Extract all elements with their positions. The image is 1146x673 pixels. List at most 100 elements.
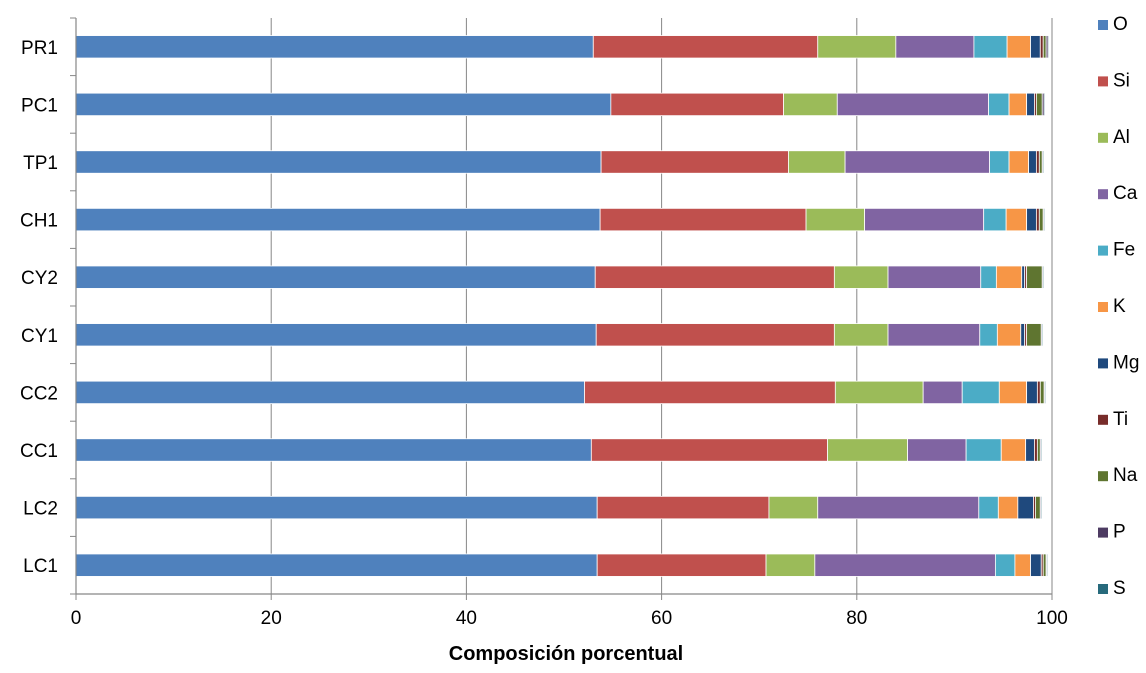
bar-LC2-Mg (1017, 495, 1034, 520)
bar-CY1-Ca (887, 323, 981, 347)
bar-LC1-Ca (814, 553, 996, 577)
bar-CH1-Mg (1026, 207, 1037, 232)
x-axis-title: Composición porcentual (449, 643, 683, 665)
legend-item-Ca: Ca (1098, 183, 1138, 204)
x-tick-labels: 0 20 40 60 80 100 (71, 608, 1068, 629)
legend-label: Fe (1113, 240, 1135, 261)
bars (75, 35, 1050, 577)
x-tick-label: 100 (1036, 608, 1068, 629)
x-tick-label: 40 (456, 608, 477, 629)
bar-CY2-Fe (980, 265, 997, 289)
bar-CY1-S (1041, 323, 1044, 347)
bar-PC1-K (1008, 92, 1028, 117)
bar-PR1-Mg (1030, 35, 1041, 59)
bar-CC2-S (1044, 380, 1047, 405)
bar-CC2-Mg (1026, 380, 1038, 405)
bar-CY1-Fe (979, 323, 998, 347)
y-tick-label: LC2 (23, 499, 58, 520)
legend-swatch (1098, 414, 1108, 425)
bar-PC1-Mg (1026, 92, 1035, 117)
bar-CC2-Fe (961, 380, 1000, 405)
bar-PR1-Al (817, 35, 897, 59)
legend-item-O: O (1098, 14, 1128, 35)
legend-swatch (1098, 471, 1108, 482)
y-tick-label: TP1 (23, 153, 58, 174)
bar-CY1-K (996, 323, 1022, 347)
bar-LC2-Ca (817, 495, 980, 520)
bar-LC1-Si (596, 553, 767, 577)
bar-CC1-Ca (907, 438, 967, 462)
bar-TP1-Mg (1028, 150, 1037, 174)
axes (70, 17, 1053, 600)
bar-CY1-Al (833, 323, 889, 347)
bar-PR1-K (1006, 35, 1031, 59)
bar-CC1-Mg (1025, 438, 1035, 462)
legend-swatch (1098, 358, 1108, 369)
x-tick-label: 0 (71, 608, 82, 629)
bar-PR1-Na (1042, 35, 1047, 59)
legend-label: Mg (1113, 352, 1139, 373)
bar-LC1-S (1046, 553, 1049, 577)
bar-CY2-Si (594, 265, 835, 289)
bar-CY2-Mg (1021, 265, 1026, 289)
bar-CH1-Fe (983, 207, 1007, 232)
legend-label: Al (1113, 127, 1130, 148)
bar-LC2-Fe (978, 495, 999, 520)
legend-swatch (1098, 245, 1108, 256)
bar-CC2-Si (584, 380, 836, 405)
bar-LC1-Na (1042, 553, 1047, 577)
legend-label: K (1113, 296, 1126, 317)
bar-CC1-Ti (1034, 438, 1038, 462)
bar-LC2-Na (1035, 495, 1041, 520)
bar-CC2-Ca (922, 380, 963, 405)
bar-CC2-K (998, 380, 1028, 405)
bar-LC2-S (1040, 495, 1043, 520)
legend-item-Fe: Fe (1098, 240, 1135, 261)
y-tick-label: CH1 (20, 211, 58, 232)
bar-CC2-Na (1039, 380, 1045, 405)
legend-label: S (1113, 578, 1126, 599)
bar-CY2-Ca (887, 265, 982, 289)
bar-CC1-Na (1036, 438, 1041, 462)
y-tick-label: PC1 (21, 95, 58, 116)
bar-LC1-Fe (994, 553, 1016, 577)
bar-PR1-Ti (1039, 35, 1044, 59)
bar-PR1-Si (592, 35, 819, 59)
bar-PC1-Al (783, 92, 838, 117)
bar-TP1-S (1042, 150, 1045, 174)
legend-label: Ca (1113, 183, 1138, 204)
bar-LC2-Si (596, 495, 770, 520)
bar-PC1-S (1043, 92, 1046, 117)
legend-item-Al: Al (1098, 127, 1130, 148)
legend-item-K: K (1098, 296, 1126, 317)
bar-CC2-Al (834, 380, 924, 405)
y-tick-labels: PR1 PC1 TP1 CH1 CY2 CY1 CC2 CC1 LC2 LC1 (20, 38, 58, 577)
legend-label: O (1113, 14, 1128, 35)
bar-PR1-O (75, 35, 594, 59)
bar-CY1-Mg (1020, 323, 1026, 347)
bar-TP1-Fe (989, 150, 1010, 174)
bar-PR1-Ca (895, 35, 975, 59)
bar-LC2-K (997, 495, 1019, 520)
bar-TP1-Ca (844, 150, 990, 174)
bar-LC1-O (75, 553, 598, 577)
bar-LC2-Al (768, 495, 819, 520)
bar-PC1-Na (1035, 92, 1043, 117)
y-tick-label: PR1 (21, 38, 58, 59)
bar-CC2-Ti (1036, 380, 1041, 405)
bar-TP1-Ti (1035, 150, 1040, 174)
bar-PC1-O (75, 92, 612, 117)
legend-item-Ti: Ti (1098, 409, 1128, 430)
bar-PR1-Fe (973, 35, 1008, 59)
legend-swatch (1098, 132, 1108, 143)
legend-swatch (1098, 189, 1108, 200)
bar-TP1-Al (788, 150, 846, 174)
x-tick-label: 60 (651, 608, 672, 629)
bar-CY1-O (75, 323, 597, 347)
legend-item-Mg: Mg (1098, 352, 1139, 373)
bar-CH1-Ca (864, 207, 985, 232)
bar-CH1-Ti (1035, 207, 1040, 232)
legend-swatch (1098, 20, 1108, 30)
bar-CY1-Si (595, 323, 835, 347)
